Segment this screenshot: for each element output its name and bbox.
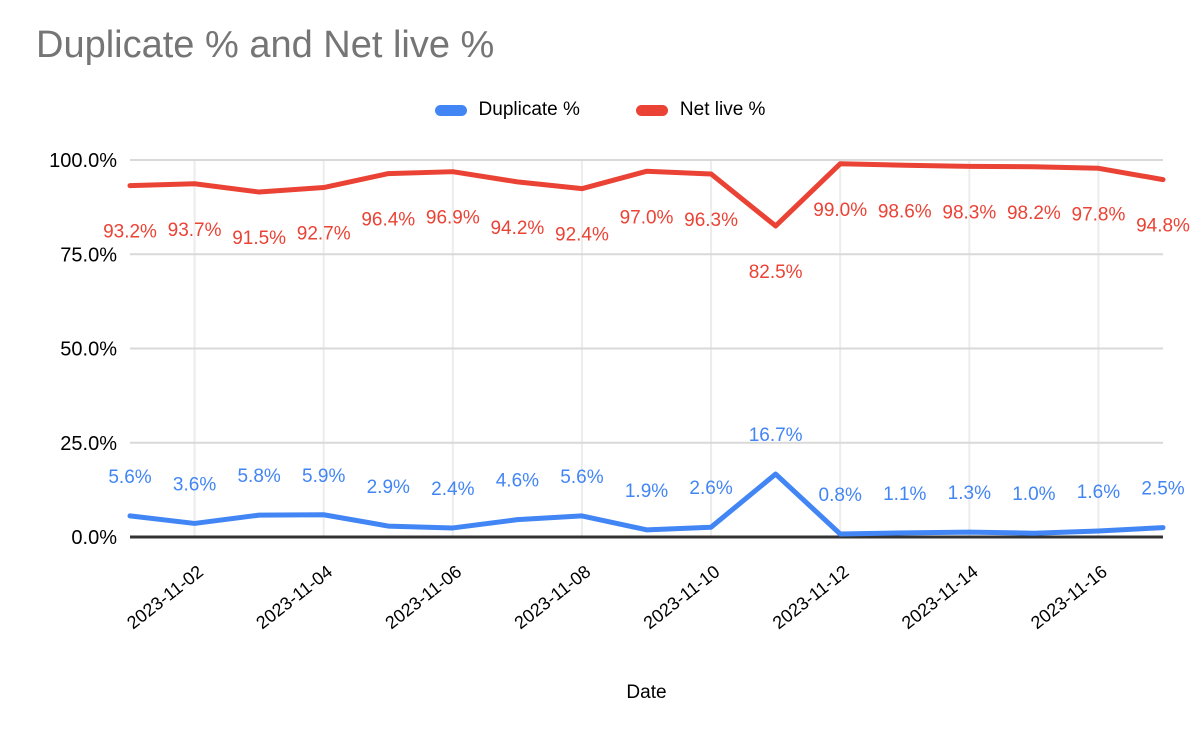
x-axis-tick-label: 2023-11-10 [640, 561, 724, 633]
x-axis-tick-label: 2023-11-06 [381, 561, 465, 633]
legend: Duplicate % Net live % [0, 99, 1200, 121]
y-axis-tick-label: 100.0% [49, 150, 117, 172]
data-label-duplicate: 0.8% [819, 485, 862, 506]
legend-item-netlive[interactable]: Net live % [635, 99, 766, 121]
y-axis-tick-label: 50.0% [60, 339, 117, 361]
data-label-duplicate: 5.6% [560, 467, 603, 488]
data-label-duplicate: 1.0% [1012, 484, 1055, 505]
data-label-net-live: 93.7% [168, 220, 222, 241]
legend-label-duplicate: Duplicate % [478, 99, 580, 120]
y-axis-tick-label: 75.0% [60, 244, 117, 266]
data-label-net-live: 96.4% [361, 210, 415, 231]
x-axis-tick-label: 2023-11-02 [123, 561, 207, 633]
data-label-net-live: 98.2% [1007, 203, 1061, 224]
x-axis-title: Date [626, 682, 666, 703]
data-label-net-live: 92.4% [555, 225, 609, 246]
data-label-net-live: 82.5% [749, 262, 803, 283]
x-axis-tick-label: 2023-11-04 [252, 561, 336, 633]
data-label-net-live: 92.7% [297, 224, 351, 245]
legend-label-netlive: Net live % [679, 99, 766, 120]
data-label-net-live: 94.8% [1136, 216, 1190, 237]
data-label-duplicate: 4.6% [496, 471, 539, 492]
data-label-net-live: 98.3% [942, 202, 996, 223]
data-label-duplicate: 2.9% [367, 477, 410, 498]
data-label-duplicate: 1.9% [625, 481, 668, 502]
x-axis-tick-label: 2023-11-12 [769, 561, 853, 633]
y-axis-tick-label: 0.0% [71, 527, 117, 549]
x-axis-tick-label: 2023-11-14 [898, 561, 982, 633]
data-label-net-live: 94.2% [490, 218, 544, 239]
x-axis-tick-label: 2023-11-08 [511, 561, 595, 633]
data-label-net-live: 93.2% [103, 222, 157, 243]
y-axis-tick-label: 25.0% [60, 433, 117, 455]
x-axis-tick-label: 2023-11-16 [1027, 561, 1111, 633]
data-label-net-live: 98.6% [878, 201, 932, 222]
data-label-net-live: 99.0% [813, 200, 867, 221]
data-label-net-live: 96.3% [684, 210, 738, 231]
data-label-duplicate: 5.6% [108, 467, 151, 488]
series-line-net-live [127, 161, 1166, 229]
data-label-duplicate: 5.8% [237, 466, 280, 487]
data-label-duplicate: 1.3% [948, 483, 991, 504]
data-label-duplicate: 1.6% [1077, 482, 1120, 503]
data-label-duplicate: 3.6% [173, 474, 216, 495]
legend-swatch-duplicate-icon [434, 104, 467, 116]
data-label-net-live: 97.0% [620, 207, 674, 228]
data-label-duplicate: 2.6% [689, 478, 732, 499]
data-label-duplicate: 5.9% [302, 466, 345, 487]
data-label-duplicate: 1.1% [883, 484, 926, 505]
data-label-duplicate: 2.5% [1141, 479, 1184, 500]
data-label-net-live: 97.8% [1072, 204, 1126, 225]
series-line-duplicate [127, 471, 1166, 537]
data-label-net-live: 91.5% [232, 228, 286, 249]
data-label-net-live: 96.9% [426, 208, 480, 229]
legend-swatch-netlive-icon [635, 104, 668, 116]
data-label-duplicate: 16.7% [749, 425, 803, 446]
legend-item-duplicate[interactable]: Duplicate % [434, 99, 580, 121]
data-label-duplicate: 2.4% [431, 479, 474, 500]
chart-title: Duplicate % and Net live % [36, 24, 495, 66]
